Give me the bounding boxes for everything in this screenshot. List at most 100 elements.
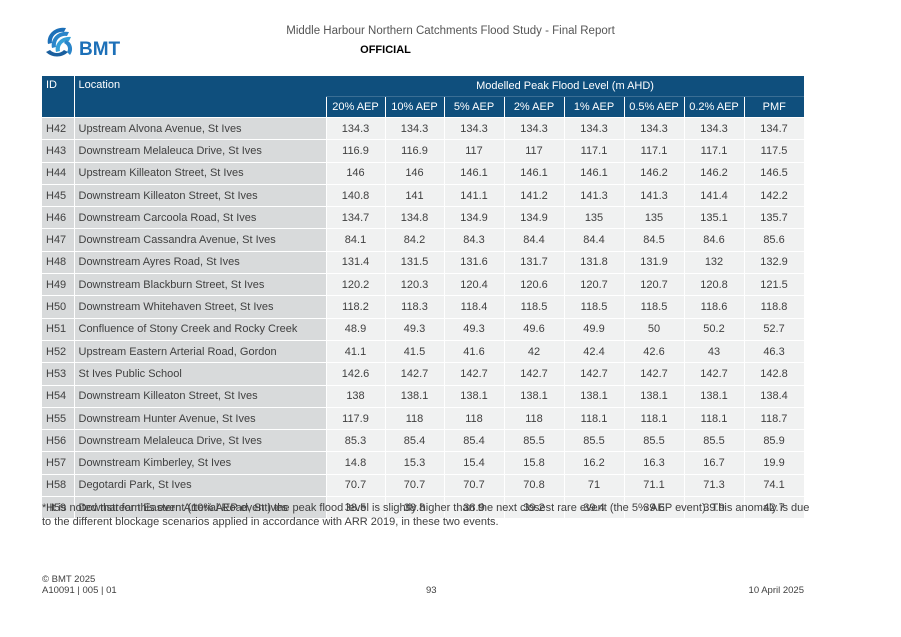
cell-id: H47 [42,228,75,252]
footnote: * It is noted that for this event (10% A… [42,502,810,528]
cell-value: 141 [385,183,445,207]
cell-value: 117.1 [684,139,745,163]
cell-value: 118.3 [385,295,445,319]
cell-id: H49 [42,273,75,296]
table-row: H45 Downstream Killeaton Street, St Ives 1… [42,183,805,207]
svg-text:BMT: BMT [79,39,121,60]
cell-location: Downstream Ayres Road, St Ives [74,250,327,274]
page-number: 93 [426,585,437,596]
cell-value: 117.9 [326,406,386,430]
cell-value: 138.1 [504,384,565,408]
cell-value: 42.6 [624,339,685,363]
cell-value: 118.1 [624,406,685,430]
cell-value: 48.9 [326,317,386,341]
cell-location: Downstream Hunter Avenue, St Ives [74,406,327,430]
cell-value: 118 [385,406,445,430]
cell-value: 141.4 [684,183,745,207]
cell-value: 41.6 [444,339,505,363]
cell-value: 132 [684,250,745,274]
cell-value: 138.1 [564,384,625,408]
cell-value: 38.9 [444,496,505,519]
cell-location: Upstream Eastern Arterial Road, Gordon [74,339,327,363]
cell-location: Upstream Alvona Avenue, St Ives [74,116,327,140]
table-row: H42 Upstream Alvona Avenue, St Ives 134.3 1… [42,116,805,140]
cell-value: 85.5 [684,429,745,452]
cell-value: 146 [326,161,386,185]
cell-id: H58 [42,473,75,497]
cell-value: 118.1 [564,406,625,430]
cell-value: 146.2 [684,161,745,185]
cell-value: 146.1 [504,161,565,185]
bmt-logo: BMT [42,22,132,64]
cell-value: 15.4 [444,451,505,475]
cell-value: 43 [684,339,745,363]
cell-id: H53 [42,362,75,386]
table-row: H47 Downstream Cassandra Avenue, St Ives 8… [42,228,805,252]
flood-level-table: ID Location Modelled Peak Flood Level (m… [42,76,805,519]
cell-value: 138.1 [624,384,685,408]
cell-value: 118.2 [326,295,386,319]
cell-value: 138.1 [684,384,745,408]
cell-value: 39.6 [624,496,685,519]
cell-location: Downstream Melaleuca Drive, St Ives [74,139,327,163]
cell-value: 116.9 [385,139,445,163]
document-title: Middle Harbour Northern Catchments Flood… [286,25,615,37]
cell-value: 140.8 [326,183,386,207]
cell-value: 42.7 [744,496,805,519]
cell-value: 120.3 [385,273,445,296]
cell-value: 118.1 [684,406,745,430]
cell-value: 142.7 [444,362,505,386]
cell-value: 85.6 [744,228,805,252]
cell-value: 138.1 [385,384,445,408]
cell-value: 15.3 [385,451,445,475]
cell-value: 134.9 [444,206,505,229]
cell-value: 146.1 [444,161,505,185]
cell-value: 134.7 [744,116,805,140]
table-row: H52 Upstream Eastern Arterial Road, Gordo… [42,339,805,363]
cell-value: 135.1 [684,206,745,229]
cell-value: 142.7 [684,362,745,386]
table-row: H56 Downstream Melaleuca Drive, St Ives 85… [42,429,805,452]
cell-value: 39.2 [504,496,565,519]
cell-value: 141.2 [504,183,565,207]
cell-value: 85.5 [624,429,685,452]
footer-left: © BMT 2025 A10091 | 005 | 01 [42,574,117,596]
cell-value: 117.5 [744,139,805,163]
header-col: 0.5% AEP [623,96,684,118]
cell-value: 39.9 [684,496,745,519]
cell-value: 134.3 [684,116,745,140]
cell-value: 50.2 [684,317,745,341]
cell-id: H54 [42,384,75,408]
cell-id: H57 [42,451,75,475]
cell-value: 142.7 [564,362,625,386]
cell-value: 117 [444,139,505,163]
cell-value: 84.2 [385,228,445,252]
cell-value: 70.7 [326,473,386,497]
table-row: H49 Downstream Blackburn Street, St Ives 1… [42,273,805,296]
cell-value: 85.3 [326,429,386,452]
cell-value: 85.4 [444,429,505,452]
header-col: 2% AEP [503,96,564,118]
cell-id: H42 [42,116,75,140]
cell-location: Upstream Killeaton Street, St Ives [74,161,327,185]
cell-value: 85.4 [385,429,445,452]
cell-value: 142.2 [744,183,805,207]
cell-value: 16.7 [684,451,745,475]
cell-value: 70.7 [385,473,445,497]
cell-value: 120.7 [624,273,685,296]
report-date: 10 April 2025 [748,585,804,596]
cell-value: 84.1 [326,228,386,252]
cell-value: 49.3 [385,317,445,341]
cell-value: 85.9 [744,429,805,452]
cell-location: St Ives Public School [74,362,327,386]
cell-value: 134.3 [504,116,565,140]
cell-value: 131.8 [564,250,625,274]
cell-value: 135.7 [744,206,805,229]
cell-value: 46.3 [744,339,805,363]
cell-id: H59 [42,496,75,519]
cell-value: 71.3 [684,473,745,497]
cell-value: 85.5 [504,429,565,452]
cell-value: 134.9 [504,206,565,229]
table-body: H42 Upstream Alvona Avenue, St Ives 134.3 1… [42,116,805,519]
cell-value: 131.7 [504,250,565,274]
